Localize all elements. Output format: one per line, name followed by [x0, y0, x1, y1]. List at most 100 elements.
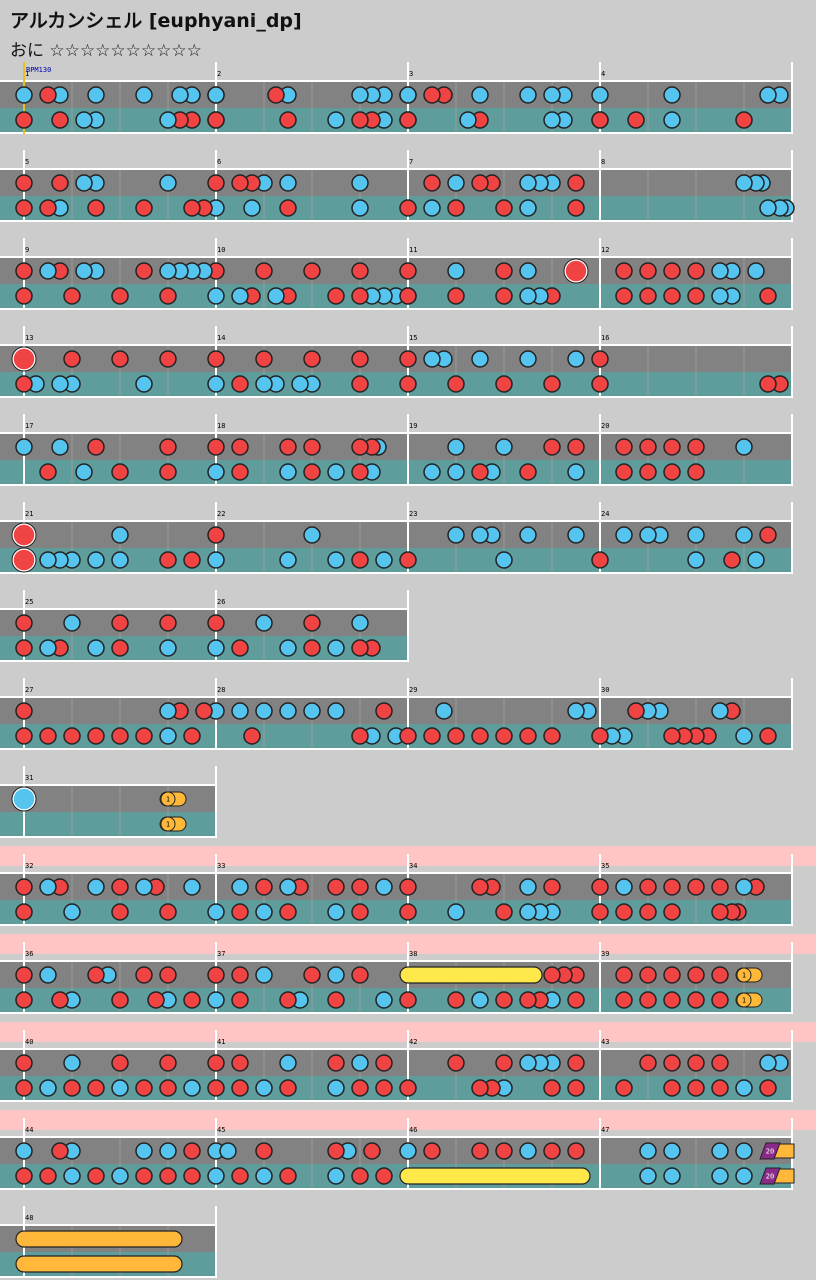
chart-row: 31 1 1 — [0, 766, 217, 838]
balloon-count: 1 — [166, 821, 170, 829]
ka-note — [327, 111, 345, 129]
don-note — [159, 903, 177, 921]
measure-number: 46 — [409, 1126, 417, 1134]
don-note — [111, 463, 129, 481]
lane-bottom — [0, 548, 792, 572]
don-note — [111, 639, 129, 657]
don-note — [135, 1167, 153, 1185]
lane-bottom-border — [0, 836, 216, 838]
ka-note — [471, 991, 489, 1009]
kusudama-note — [759, 1142, 781, 1160]
ka-note — [231, 287, 249, 305]
don-note — [375, 1167, 393, 1185]
lane-bottom — [0, 372, 792, 396]
don-note — [279, 903, 297, 921]
kusudama-count: 20 — [766, 1173, 774, 1181]
don-note — [759, 526, 777, 544]
measure-number: 35 — [601, 862, 609, 870]
don-note — [627, 702, 645, 720]
don-note — [351, 878, 369, 896]
ka-note — [735, 174, 753, 192]
don-note — [687, 287, 705, 305]
don-note — [111, 903, 129, 921]
ka-note — [747, 551, 765, 569]
lane-bottom — [0, 1164, 792, 1188]
don-note — [639, 991, 657, 1009]
ka-note — [747, 262, 765, 280]
don-note — [663, 463, 681, 481]
measure-number: 37 — [217, 950, 225, 958]
ka-note — [543, 111, 561, 129]
don-note — [39, 1167, 57, 1185]
ka-note — [207, 86, 225, 104]
don-note — [279, 111, 297, 129]
don-note — [591, 350, 609, 368]
don-note — [711, 1054, 729, 1072]
don-note — [663, 1054, 681, 1072]
don-note — [663, 727, 681, 745]
song-title: アルカンシェル [euphyani_dp] — [10, 10, 302, 32]
don-note — [519, 991, 537, 1009]
don-note — [423, 174, 441, 192]
don-note — [303, 463, 321, 481]
ka-note — [75, 174, 93, 192]
bpm-label: BPM130 — [26, 66, 51, 74]
don-note — [183, 199, 201, 217]
don-note — [567, 1079, 585, 1097]
don-note — [303, 614, 321, 632]
lane-top — [0, 962, 792, 988]
don-note — [687, 1054, 705, 1072]
kusudama-note — [759, 1167, 781, 1185]
don-note — [255, 878, 273, 896]
don-note — [639, 1054, 657, 1072]
don-note — [351, 903, 369, 921]
lane-top-border — [0, 1136, 792, 1138]
don-note — [687, 262, 705, 280]
lane-bottom-border — [0, 396, 792, 398]
don-note — [663, 438, 681, 456]
ka-note — [207, 287, 225, 305]
don-note — [543, 1142, 561, 1160]
chart-row: 21 22 23 24 — [0, 502, 793, 574]
ka-note — [111, 526, 129, 544]
ka-note — [351, 174, 369, 192]
ka-note — [663, 111, 681, 129]
lane-bottom — [0, 196, 792, 220]
measure-number: 17 — [25, 422, 33, 430]
ka-note — [519, 262, 537, 280]
don-note — [759, 1079, 777, 1097]
lane-top — [0, 346, 792, 372]
ka-note — [447, 903, 465, 921]
don-note — [447, 1054, 465, 1072]
don-note — [399, 111, 417, 129]
don-note — [615, 262, 633, 280]
ka-note — [351, 86, 369, 104]
ka-note — [567, 702, 585, 720]
don-note — [399, 903, 417, 921]
difficulty-label: おに — [10, 41, 44, 61]
ka-note — [663, 1167, 681, 1185]
don-note — [639, 287, 657, 305]
don-note — [183, 727, 201, 745]
ka-note — [135, 1142, 153, 1160]
big-ka-note — [12, 787, 36, 811]
don-note — [135, 199, 153, 217]
ka-note — [255, 1079, 273, 1097]
chart-row: 9 10 11 12 — [0, 238, 793, 310]
kusudama-count: 20 — [766, 1148, 774, 1156]
don-note — [759, 287, 777, 305]
big-note-outline — [11, 547, 37, 573]
ka-note — [327, 639, 345, 657]
lane-top-border — [0, 432, 792, 434]
ka-note — [75, 262, 93, 280]
difficulty-line: おに ☆☆☆☆☆☆☆☆☆☆ — [10, 36, 202, 61]
chart-row: 27 28 29 30 — [0, 678, 793, 750]
don-note — [495, 199, 513, 217]
lane-top-border — [0, 168, 792, 170]
measure-number: 13 — [25, 334, 33, 342]
don-note — [15, 287, 33, 305]
lane-top — [0, 698, 792, 724]
measure-number: 9 — [25, 246, 29, 254]
don-note — [135, 262, 153, 280]
don-note — [135, 727, 153, 745]
